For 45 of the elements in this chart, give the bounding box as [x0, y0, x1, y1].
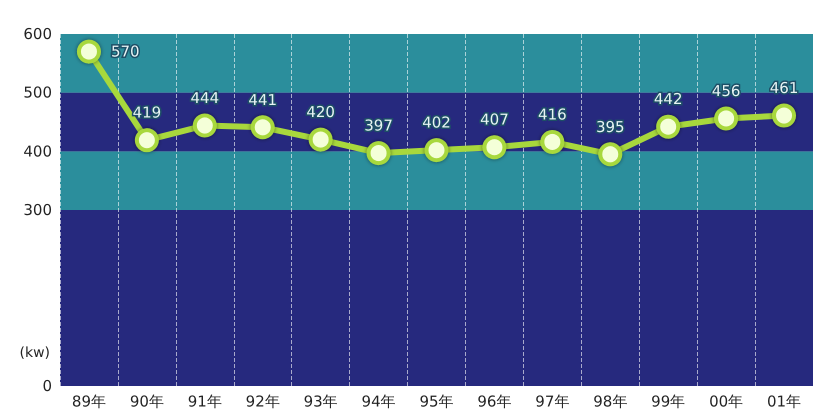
data-label: 442	[654, 90, 683, 108]
point	[192, 114, 217, 138]
x-tick-label: 93年	[304, 392, 338, 410]
data-label: 395	[596, 118, 625, 136]
y-axis-title: (kw)	[20, 345, 50, 361]
point	[76, 40, 101, 64]
x-tick-label: 89年	[72, 392, 106, 410]
point	[308, 128, 333, 152]
point	[772, 104, 796, 128]
x-tick-label: 91年	[188, 392, 222, 410]
data-label: 416	[538, 105, 567, 124]
data-label: 456	[712, 82, 740, 100]
y-tick-label: 500	[23, 84, 52, 102]
x-tick-label: 97年	[535, 392, 570, 410]
data-label: 441	[248, 90, 278, 109]
point	[656, 114, 680, 139]
point	[366, 141, 391, 166]
y-tick-label: 300	[23, 201, 52, 219]
point	[714, 106, 738, 130]
data-label: 461	[770, 79, 798, 98]
x-tick-label: 01年	[766, 392, 802, 410]
point	[482, 135, 506, 160]
data-label: 407	[480, 110, 509, 129]
x-tick-label: 95年	[419, 392, 454, 410]
point	[134, 128, 159, 152]
data-label: 570	[110, 42, 140, 61]
y-tick-label: 400	[23, 142, 52, 160]
data-label: 402	[422, 114, 451, 132]
data-label: 420	[306, 103, 335, 122]
x-tick-label: 99年	[651, 392, 686, 410]
y-tick-label: 600	[23, 25, 52, 43]
data-label: 444	[190, 89, 220, 108]
x-tick-label: 96年	[477, 392, 512, 410]
x-tick-label: 92年	[246, 392, 280, 410]
x-tick-label: 00年	[709, 392, 744, 410]
point	[250, 115, 275, 140]
x-tick-label: 90年	[130, 392, 164, 410]
data-label: 397	[364, 116, 393, 135]
data-label: 419	[132, 104, 162, 122]
x-tick-label: 98年	[593, 392, 628, 410]
point	[540, 130, 564, 154]
x-tick-label: 94年	[362, 392, 396, 410]
point	[424, 138, 448, 162]
y-tick-label: 0	[42, 377, 52, 395]
point	[598, 142, 622, 166]
